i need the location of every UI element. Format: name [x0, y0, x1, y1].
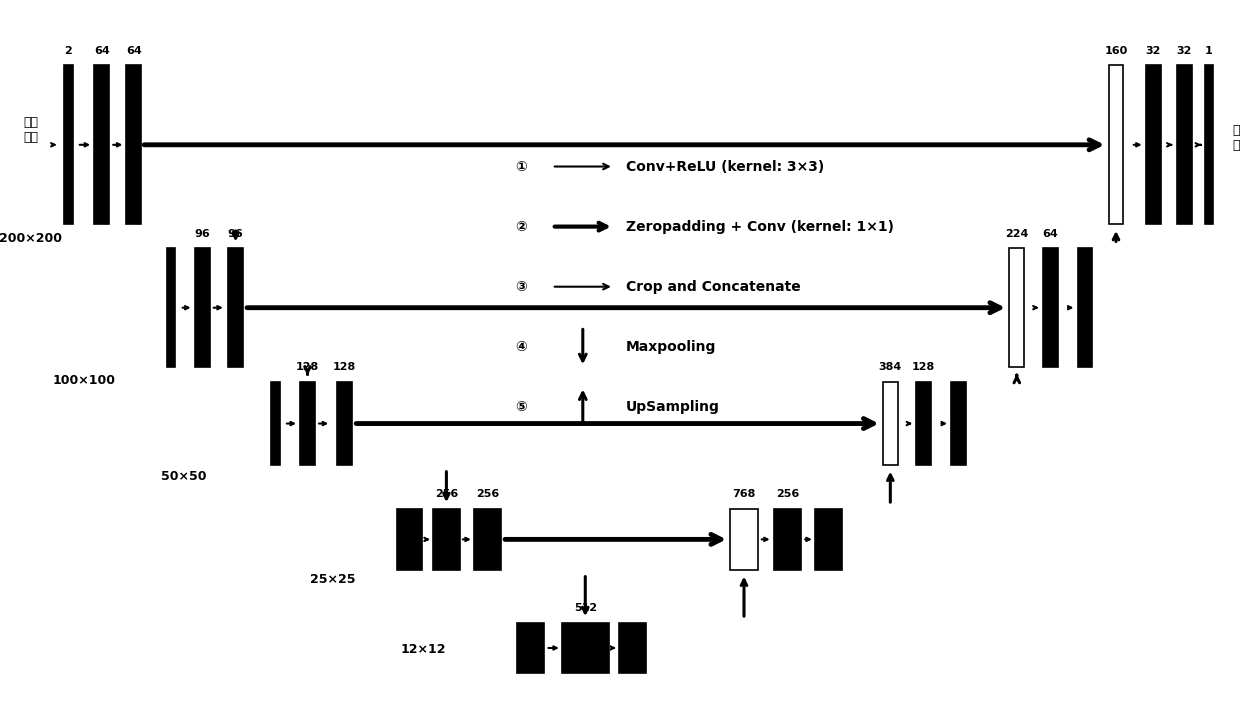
- Text: Crop and Concatenate: Crop and Concatenate: [626, 279, 801, 294]
- Text: 224: 224: [1006, 229, 1028, 239]
- Text: 50×50: 50×50: [161, 470, 206, 483]
- Text: 96: 96: [195, 229, 210, 239]
- Text: 32: 32: [1177, 46, 1192, 56]
- Text: 25×25: 25×25: [310, 573, 355, 586]
- Bar: [228, 248, 243, 368]
- Text: 2: 2: [64, 46, 72, 56]
- Text: 256: 256: [476, 489, 498, 500]
- Text: ②: ②: [515, 219, 527, 234]
- Bar: [730, 508, 758, 571]
- Bar: [94, 65, 109, 224]
- Text: 白质
高信号: 白质 高信号: [1233, 124, 1240, 151]
- Bar: [916, 382, 931, 466]
- Text: 64: 64: [1043, 229, 1058, 239]
- Text: 160: 160: [1105, 46, 1127, 56]
- Text: 100×100: 100×100: [53, 374, 115, 387]
- Text: Zeropadding + Conv (kernel: 1×1): Zeropadding + Conv (kernel: 1×1): [626, 219, 894, 234]
- Text: Conv+ReLU (kernel: 3×3): Conv+ReLU (kernel: 3×3): [626, 159, 825, 174]
- Text: 768: 768: [733, 489, 755, 500]
- Bar: [474, 508, 501, 571]
- Bar: [270, 382, 280, 466]
- Bar: [397, 508, 422, 571]
- Text: 输入
图像: 输入 图像: [24, 117, 38, 144]
- Text: 128: 128: [913, 363, 935, 372]
- Text: ④: ④: [515, 340, 527, 354]
- Text: Maxpooling: Maxpooling: [626, 340, 717, 354]
- Bar: [815, 508, 842, 571]
- Bar: [951, 382, 966, 466]
- Bar: [166, 248, 176, 368]
- Bar: [1109, 65, 1123, 224]
- Bar: [1205, 65, 1214, 224]
- Text: 128: 128: [334, 363, 356, 372]
- Text: ③: ③: [515, 279, 527, 294]
- Text: UpSampling: UpSampling: [626, 400, 720, 414]
- Bar: [619, 623, 646, 673]
- Bar: [1078, 248, 1092, 368]
- Text: 1: 1: [1205, 46, 1213, 56]
- Bar: [1043, 248, 1058, 368]
- Bar: [300, 382, 315, 466]
- Text: 32: 32: [1146, 46, 1161, 56]
- Bar: [337, 382, 352, 466]
- Text: 64: 64: [94, 46, 109, 56]
- Bar: [433, 508, 460, 571]
- Bar: [774, 508, 801, 571]
- Text: 64: 64: [126, 46, 141, 56]
- Bar: [1177, 65, 1192, 224]
- Text: 256: 256: [435, 489, 458, 500]
- Bar: [64, 65, 72, 224]
- Text: ①: ①: [515, 159, 527, 174]
- Text: 12×12: 12×12: [401, 643, 446, 656]
- Bar: [195, 248, 210, 368]
- Bar: [126, 65, 141, 224]
- Text: 256: 256: [776, 489, 799, 500]
- Text: 200×200: 200×200: [0, 232, 62, 245]
- Text: ⑤: ⑤: [515, 400, 527, 414]
- Bar: [1009, 248, 1024, 368]
- Bar: [1146, 65, 1161, 224]
- Bar: [562, 623, 609, 673]
- Text: 96: 96: [228, 229, 243, 239]
- Text: 128: 128: [296, 363, 319, 372]
- Text: 384: 384: [879, 363, 901, 372]
- Bar: [517, 623, 544, 673]
- Bar: [883, 382, 898, 466]
- Text: 512: 512: [574, 603, 596, 613]
